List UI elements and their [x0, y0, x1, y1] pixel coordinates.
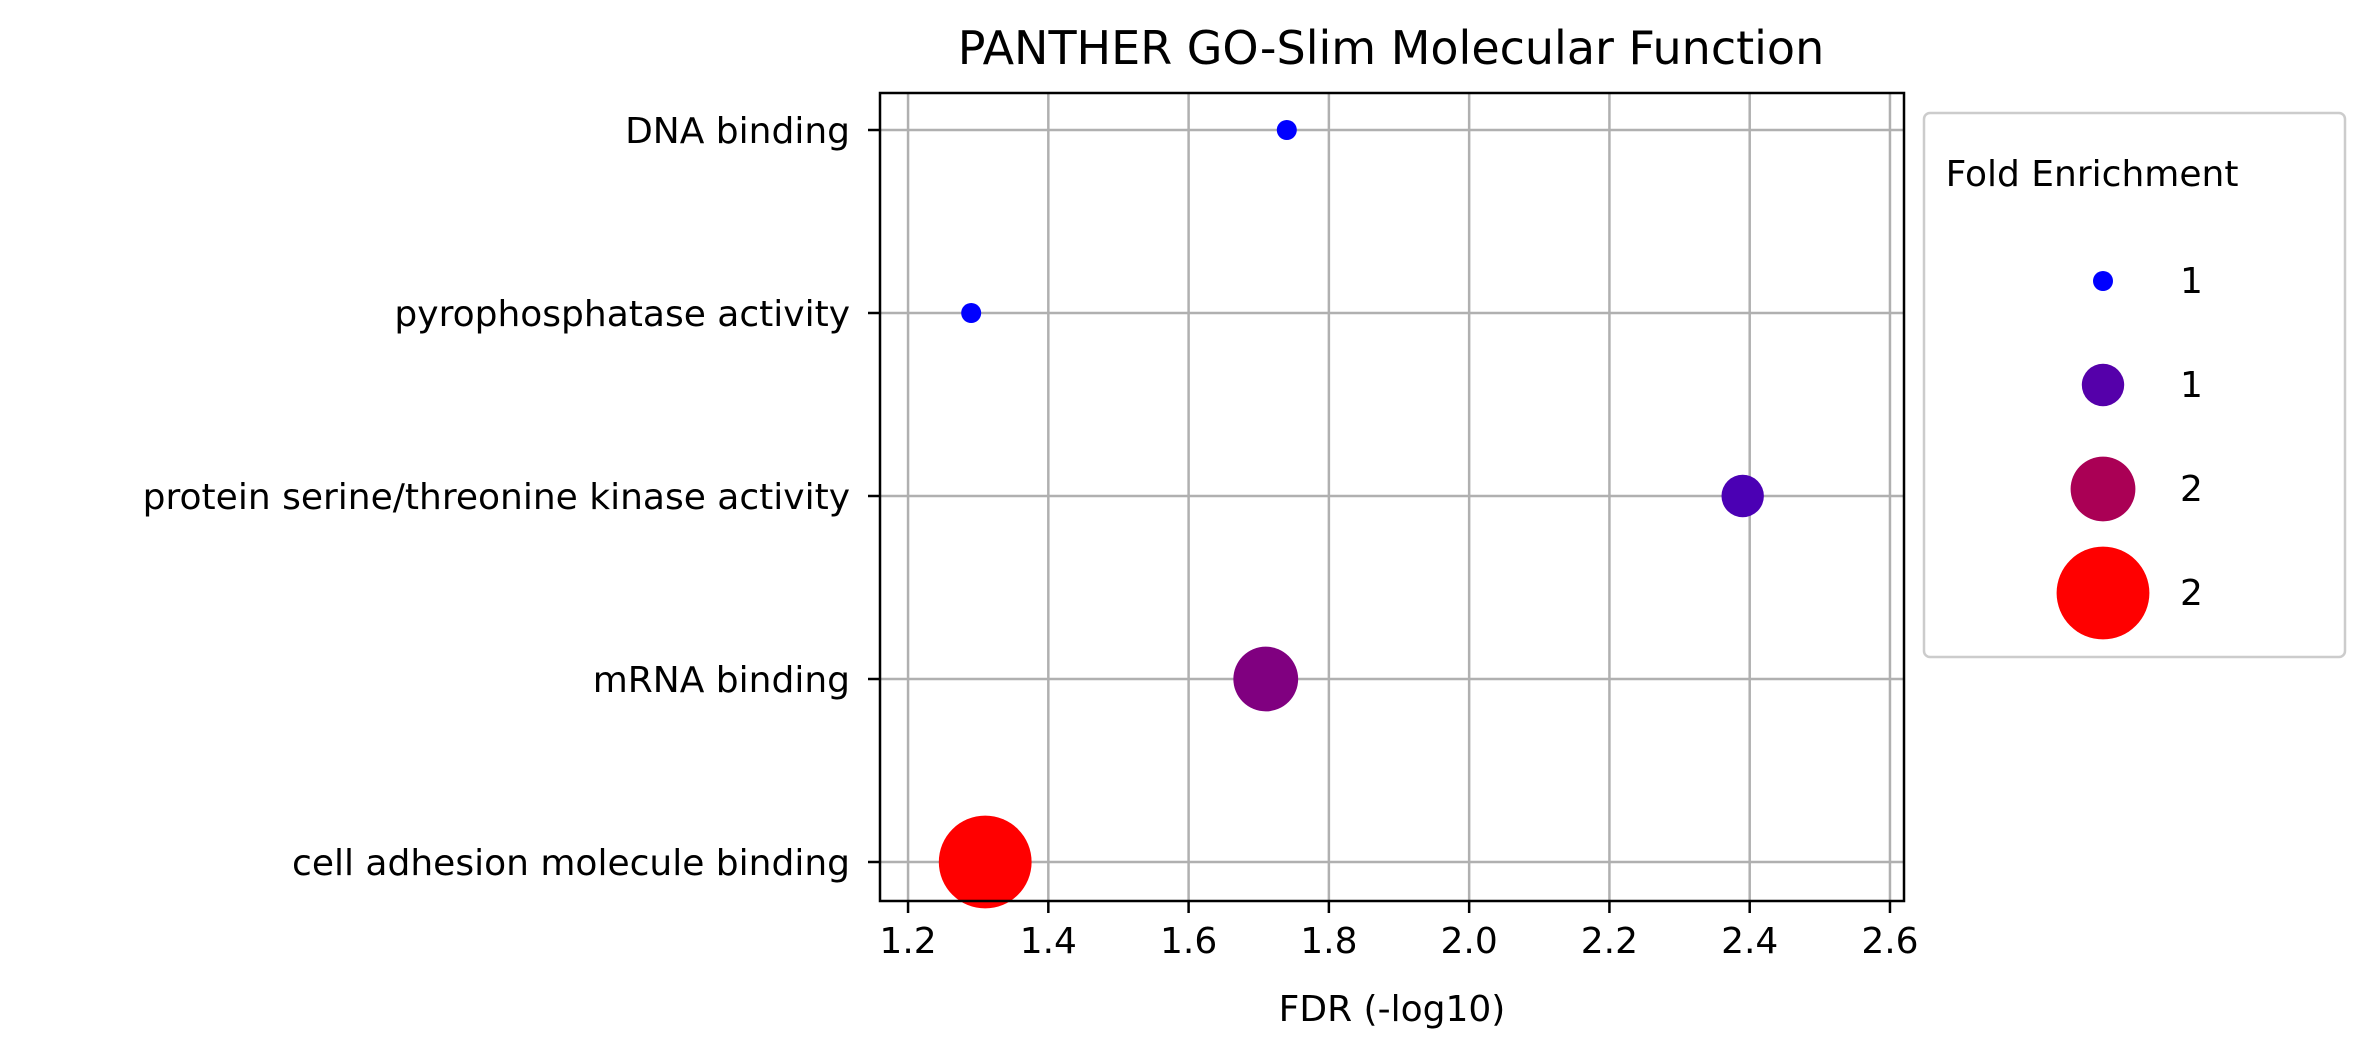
y-tick-label: mRNA binding	[593, 660, 850, 701]
legend-label: 1	[2180, 365, 2203, 406]
x-tick-label: 1.4	[1020, 921, 1077, 962]
x-tick-label: 1.2	[879, 921, 936, 962]
data-point	[1233, 646, 1299, 712]
y-tick-label: cell adhesion molecule binding	[292, 843, 850, 884]
legend-frame	[1922, 111, 2347, 659]
legend-marker	[2070, 456, 2136, 522]
x-tick-label: 2.0	[1441, 921, 1498, 962]
legend-marker	[2093, 271, 2113, 291]
x-tick-label: 1.8	[1300, 921, 1357, 962]
legend-title: Fold Enrichment	[1946, 154, 2239, 195]
legend-entries: 1 1 2 2	[2056, 261, 2203, 640]
y-tick-label: pyrophosphatase activity	[394, 294, 850, 335]
x-tick-label: 2.4	[1721, 921, 1778, 962]
legend-marker	[2081, 363, 2125, 407]
x-tick-label: 2.2	[1581, 921, 1638, 962]
data-point	[961, 303, 982, 323]
legend-label: 1	[2180, 261, 2203, 302]
x-axis-label: FDR (-log10)	[1279, 989, 1506, 1030]
axis-ticks: 1.2 1.4 1.6 1.8 2.0 2.2 2.4 2.6 DNA binding pyrop…	[143, 111, 1919, 962]
x-tick-label: 1.6	[1160, 921, 1217, 962]
data-point	[1276, 120, 1297, 140]
data-point	[1721, 474, 1764, 518]
legend: Fold Enrichment 1 1 2 2	[1922, 111, 2347, 659]
legend-label: 2	[2180, 469, 2203, 510]
data-points	[938, 120, 1764, 909]
legend-marker	[2056, 546, 2150, 640]
chart-title: PANTHER GO-Slim Molecular Function	[958, 21, 1824, 75]
y-tick-label: protein serine/threonine kinase activity	[143, 477, 850, 518]
data-point	[938, 815, 1032, 909]
legend-label: 2	[2180, 573, 2203, 614]
y-tick-label: DNA binding	[625, 111, 850, 152]
x-tick-label: 2.6	[1861, 921, 1918, 962]
